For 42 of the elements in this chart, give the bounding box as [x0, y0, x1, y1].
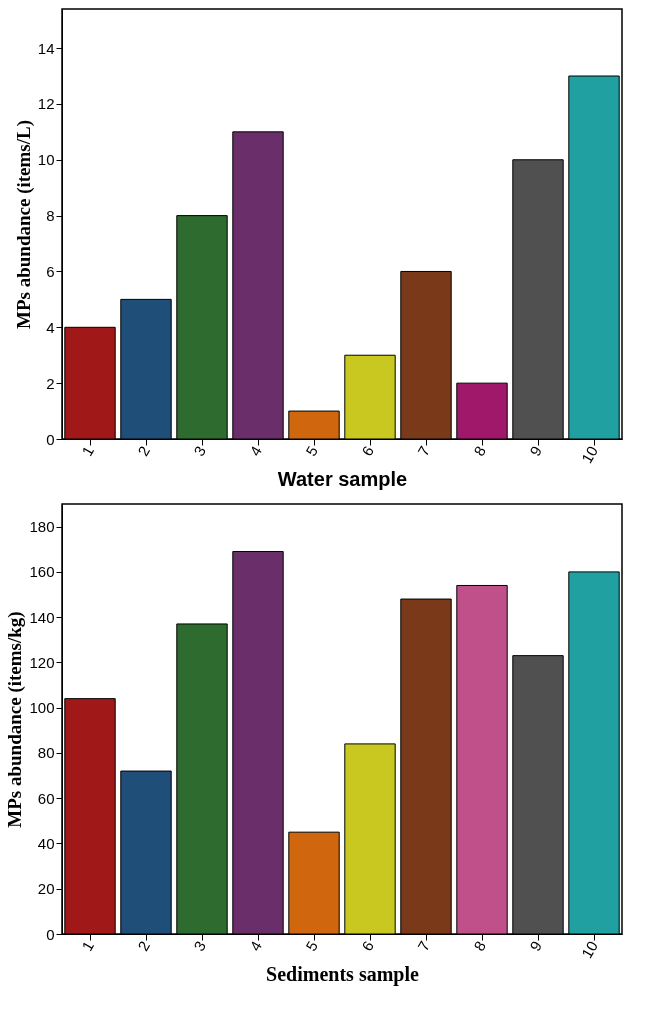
- y-tick-label: 0: [46, 430, 55, 448]
- y-axis-title: MPs abundance (items/kg): [4, 611, 27, 828]
- x-tick-label: 3: [190, 443, 209, 459]
- y-tick-label: 180: [29, 518, 55, 536]
- x-tick-label: 7: [414, 443, 433, 459]
- x-tick-label: 1: [78, 443, 97, 459]
- x-tick-label: 3: [190, 938, 209, 954]
- y-tick-label: 120: [29, 653, 55, 671]
- y-tick-label: 60: [37, 789, 55, 807]
- x-tick-label: 7: [414, 938, 433, 954]
- x-tick-label: 1: [78, 938, 97, 954]
- y-tick-label: 80: [37, 744, 55, 762]
- x-tick-label: 10: [577, 938, 601, 961]
- x-axis-title: Sediments sample: [266, 962, 420, 986]
- x-tick-label: 2: [134, 443, 153, 459]
- x-tick-label: 10: [577, 443, 601, 466]
- y-tick-label: 14: [37, 39, 55, 57]
- x-tick-label: 4: [246, 443, 265, 459]
- y-tick-label: 40: [37, 834, 55, 852]
- y-tick-label: 160: [29, 563, 55, 581]
- y-axis-title: MPs abundance (items/L): [12, 120, 35, 329]
- x-axis-title: Water sample: [277, 467, 408, 490]
- y-tick-label: 12: [37, 95, 55, 113]
- y-tick-label: 2: [46, 374, 55, 392]
- x-tick-label: 5: [302, 938, 321, 954]
- x-tick-label: 5: [302, 443, 321, 459]
- y-tick-label: 8: [46, 207, 55, 225]
- x-tick-label: 9: [526, 938, 545, 954]
- y-tick-label: 4: [46, 318, 55, 336]
- x-tick-label: 8: [470, 443, 489, 459]
- x-tick-label: 4: [246, 938, 265, 954]
- x-tick-label: 9: [526, 443, 545, 459]
- x-tick-label: 2: [134, 938, 153, 954]
- x-tick-label: 6: [358, 938, 377, 954]
- y-tick-label: 100: [29, 699, 55, 717]
- y-tick-label: 140: [29, 608, 55, 626]
- y-tick-label: 10: [37, 151, 55, 169]
- x-tick-label: 6: [358, 443, 377, 459]
- y-tick-label: 20: [37, 880, 55, 898]
- y-tick-label: 0: [46, 925, 55, 943]
- x-tick-label: 8: [470, 938, 489, 954]
- y-tick-label: 6: [46, 262, 55, 280]
